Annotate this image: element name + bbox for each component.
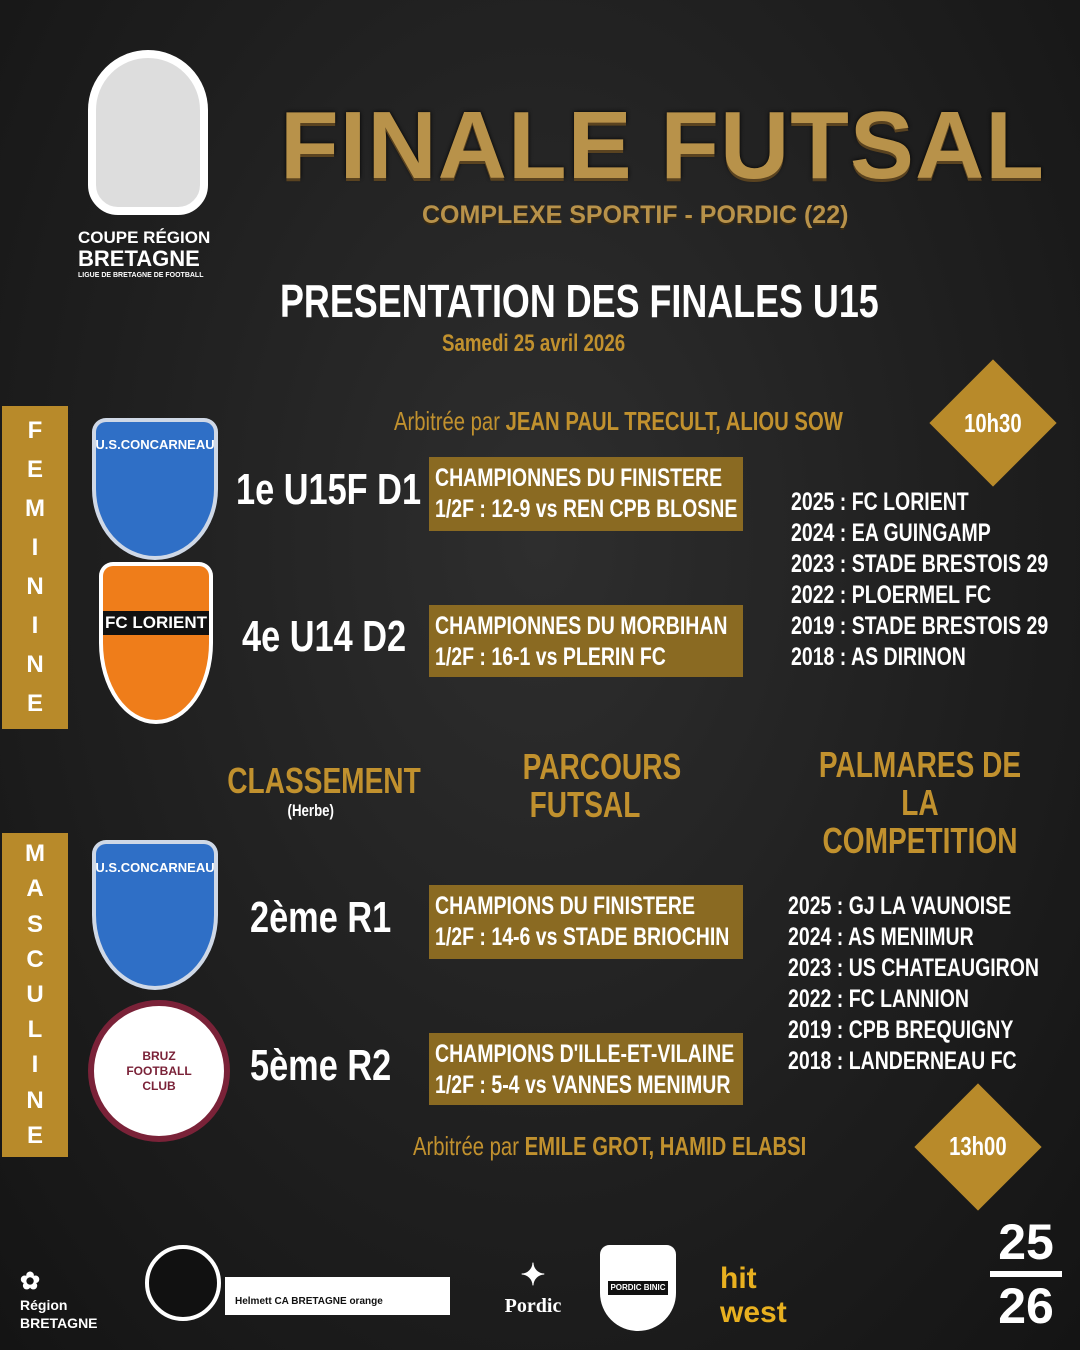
season-logo: 25 26 bbox=[990, 1214, 1062, 1334]
side-letter: M bbox=[25, 840, 45, 868]
hitwest-logo: hit west bbox=[720, 1262, 787, 1329]
referees-feminine: Arbitrée par JEAN PAUL TRECULT, ALIOU SO… bbox=[394, 406, 843, 436]
event-date: Samedi 25 avril 2026 bbox=[442, 330, 626, 357]
palmares-item: 2019 : CPB BREQUIGNY bbox=[788, 1016, 1014, 1044]
bruz-logo: BRUZ FOOTBALL CLUB bbox=[88, 1000, 230, 1142]
logo-text: COUPE RÉGION bbox=[78, 228, 211, 247]
team-parcours: CHAMPIONNES DU MORBIHAN1/2F : 16-1 vs PL… bbox=[429, 605, 743, 677]
referees-masculine: Arbitrée par EMILE GROT, HAMID ELABSI bbox=[413, 1131, 807, 1161]
side-letter: N bbox=[26, 651, 44, 678]
pordic-icon: ✦ bbox=[520, 1259, 546, 1292]
time-masculine: 13h00 bbox=[949, 1131, 1007, 1161]
concarneau-logo: U.S.CONCARNEAU bbox=[92, 418, 218, 560]
trophy-icon bbox=[88, 50, 208, 215]
side-letter: I bbox=[31, 534, 39, 561]
team-rank: 1e U15F D1 bbox=[236, 465, 422, 514]
palmares-item: 2025 : FC LORIENT bbox=[791, 488, 969, 516]
side-letter: L bbox=[27, 1016, 43, 1044]
palmares-item: 2024 : AS MENIMUR bbox=[788, 923, 974, 951]
palmares-item: 2024 : EA GUINGAMP bbox=[791, 519, 991, 547]
palmares-item: 2018 : LANDERNEAU FC bbox=[788, 1047, 1017, 1075]
team-parcours: CHAMPIONNES DU FINISTERE1/2F : 12-9 vs R… bbox=[429, 457, 743, 531]
side-letter: I bbox=[31, 612, 39, 639]
side-letter: E bbox=[26, 690, 43, 717]
palmares-masculine: 2025 : GJ LA VAUNOISE 2024 : AS MENIMUR 20… bbox=[788, 891, 1068, 1077]
side-letter: N bbox=[26, 1086, 44, 1114]
palmares-item: 2018 : AS DIRINON bbox=[791, 643, 966, 671]
side-letter: S bbox=[26, 910, 43, 938]
fc-lorient-logo: FC LORIENT bbox=[99, 562, 213, 724]
team-parcours: CHAMPIONS D'ILLE-ET-VILAINE1/2F : 5-4 vs… bbox=[429, 1033, 743, 1105]
concarneau-logo: U.S.CONCARNEAU bbox=[92, 840, 218, 990]
palmares-item: 2025 : GJ LA VAUNOISE bbox=[788, 892, 1012, 920]
palmares-item: 2023 : STADE BRESTOIS 29 bbox=[791, 550, 1049, 578]
side-letter: E bbox=[26, 456, 43, 483]
side-letter: U bbox=[26, 980, 44, 1008]
partners-logo-strip: Helmett CA BRETAGNE orange bbox=[145, 1245, 450, 1321]
palmares-item: 2019 : STADE BRESTOIS 29 bbox=[791, 612, 1049, 640]
column-palmares: PALMARES DE LA COMPETITION bbox=[818, 744, 1022, 861]
pordic-logo: ✦ Pordic bbox=[496, 1258, 570, 1318]
region-bretagne-logo: ✿ Région BRETAGNE bbox=[20, 1268, 120, 1332]
venue: COMPLEXE SPORTIF - PORDIC (22) bbox=[422, 201, 849, 229]
pordic-binic-logo: PORDIC BINIC bbox=[600, 1245, 676, 1331]
team-rank: 4e U14 D2 bbox=[242, 612, 407, 661]
team-rank: 5ème R2 bbox=[250, 1041, 392, 1090]
side-letter: N bbox=[26, 573, 44, 600]
palmares-feminine: 2025 : FC LORIENT 2024 : EA GUINGAMP 2023 … bbox=[791, 487, 1071, 673]
page-title: PRESENTATION DES FINALES U15 bbox=[280, 275, 879, 327]
column-classement: CLASSEMENT (Herbe) bbox=[227, 760, 421, 821]
side-letter: M bbox=[25, 495, 45, 522]
ball-icon bbox=[145, 1245, 221, 1321]
column-parcours: PARCOURS FUTSAL bbox=[522, 746, 682, 825]
logo-text: BRETAGNE bbox=[78, 246, 200, 271]
partners-text: Helmett CA BRETAGNE orange bbox=[225, 1277, 450, 1315]
team-rank: 2ème R1 bbox=[250, 893, 392, 942]
side-letter: I bbox=[31, 1051, 39, 1079]
palmares-item: 2023 : US CHATEAUGIRON bbox=[788, 954, 1040, 982]
coupe-region-logo: COUPE RÉGION BRETAGNE LIGUE DE BRETAGNE … bbox=[78, 50, 220, 280]
palmares-item: 2022 : PLOERMEL FC bbox=[791, 581, 992, 609]
side-letter: E bbox=[26, 1121, 43, 1149]
event-title: FINALE FUTSAL bbox=[280, 92, 1045, 199]
side-letter: C bbox=[26, 945, 44, 973]
palmares-item: 2022 : FC LANNION bbox=[788, 985, 969, 1013]
logo-text: LIGUE DE BRETAGNE DE FOOTBALL bbox=[78, 272, 204, 279]
time-feminine: 10h30 bbox=[964, 408, 1022, 438]
side-letter: A bbox=[26, 875, 44, 903]
side-letter: F bbox=[27, 417, 43, 444]
region-bretagne-icon: ✿ bbox=[20, 1268, 41, 1295]
team-parcours: CHAMPIONS DU FINISTERE1/2F : 14-6 vs STA… bbox=[429, 885, 743, 959]
